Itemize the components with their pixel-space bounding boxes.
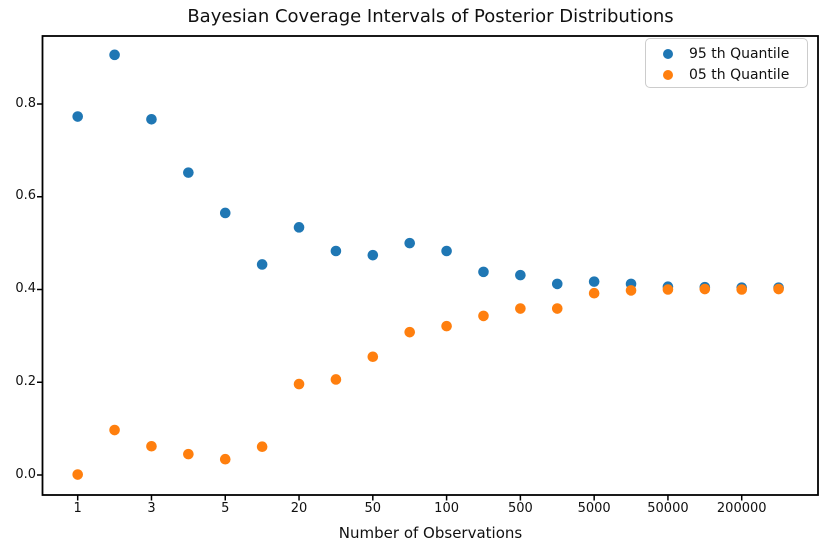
data-point-05th-quantile	[478, 310, 489, 322]
data-point-95th-quantile	[219, 207, 231, 219]
axes-spines	[41, 35, 819, 496]
x-tick-label: 50000	[647, 501, 689, 516]
data-point-95th-quantile	[72, 111, 83, 122]
data-point-95th-quantile	[515, 269, 526, 281]
x-tick-label: 20	[290, 501, 308, 516]
data-point-05th-quantile	[625, 285, 637, 296]
x-tick-label: 3	[147, 501, 156, 516]
data-point-05th-quantile	[367, 351, 379, 363]
data-point-05th-quantile	[72, 469, 83, 480]
data-point-05th-quantile	[293, 378, 305, 390]
y-tick-label: 0.6	[15, 188, 36, 204]
y-tick-label: 0.0	[15, 466, 36, 482]
data-point-05th-quantile	[588, 287, 600, 299]
legend-item-95th-quantile: 95 th Quantile	[646, 43, 807, 64]
data-point-95th-quantile	[109, 49, 120, 61]
data-point-05th-quantile	[330, 374, 342, 385]
data-point-95th-quantile	[404, 237, 416, 249]
data-point-95th-quantile	[146, 114, 157, 125]
x-tick-label: 50	[364, 501, 382, 516]
data-point-05th-quantile	[773, 283, 784, 295]
data-point-95th-quantile	[478, 266, 489, 278]
x-tick-label: 100	[434, 501, 460, 516]
x-tick-label: 1	[73, 501, 82, 516]
legend-label-95th: 95 th Quantile	[689, 45, 790, 62]
x-tick-label: 200000	[716, 501, 767, 516]
data-point-95th-quantile	[183, 167, 194, 178]
legend-label-05th: 05 th Quantile	[689, 66, 790, 83]
data-point-95th-quantile	[256, 259, 268, 270]
legend: 95 th Quantile 05 th Quantile	[645, 38, 808, 88]
y-tick-label: 0.2	[15, 373, 36, 389]
y-tick-label: 0.8	[15, 95, 36, 111]
data-point-05th-quantile	[404, 326, 416, 338]
x-tick-label: 500	[507, 501, 533, 516]
data-point-05th-quantile	[183, 448, 194, 460]
legend-marker-95th-icon	[663, 48, 673, 59]
data-point-95th-quantile	[441, 245, 452, 257]
x-axis-label: Number of Observations	[338, 524, 523, 542]
data-point-05th-quantile	[256, 441, 268, 453]
data-point-95th-quantile	[551, 278, 563, 290]
x-tick-label: 5	[221, 501, 230, 516]
data-point-95th-quantile	[293, 222, 305, 233]
data-point-05th-quantile	[662, 284, 674, 295]
data-point-95th-quantile	[588, 276, 600, 287]
y-tick-label: 0.4	[15, 281, 36, 296]
data-point-95th-quantile	[330, 245, 342, 257]
data-point-05th-quantile	[699, 283, 711, 295]
data-point-95th-quantile	[367, 249, 379, 261]
data-point-05th-quantile	[219, 453, 231, 465]
data-point-05th-quantile	[515, 303, 526, 314]
data-point-05th-quantile	[109, 424, 120, 436]
legend-item-05th-quantile: 05 th Quantile	[646, 64, 807, 85]
data-point-05th-quantile	[146, 440, 157, 452]
data-point-05th-quantile	[736, 284, 748, 295]
data-point-05th-quantile	[551, 303, 563, 314]
x-tick-label: 5000	[577, 501, 611, 516]
chart-title: Bayesian Coverage Intervals of Posterior…	[187, 6, 674, 27]
data-point-05th-quantile	[441, 320, 452, 332]
legend-marker-05th-icon	[663, 69, 673, 80]
